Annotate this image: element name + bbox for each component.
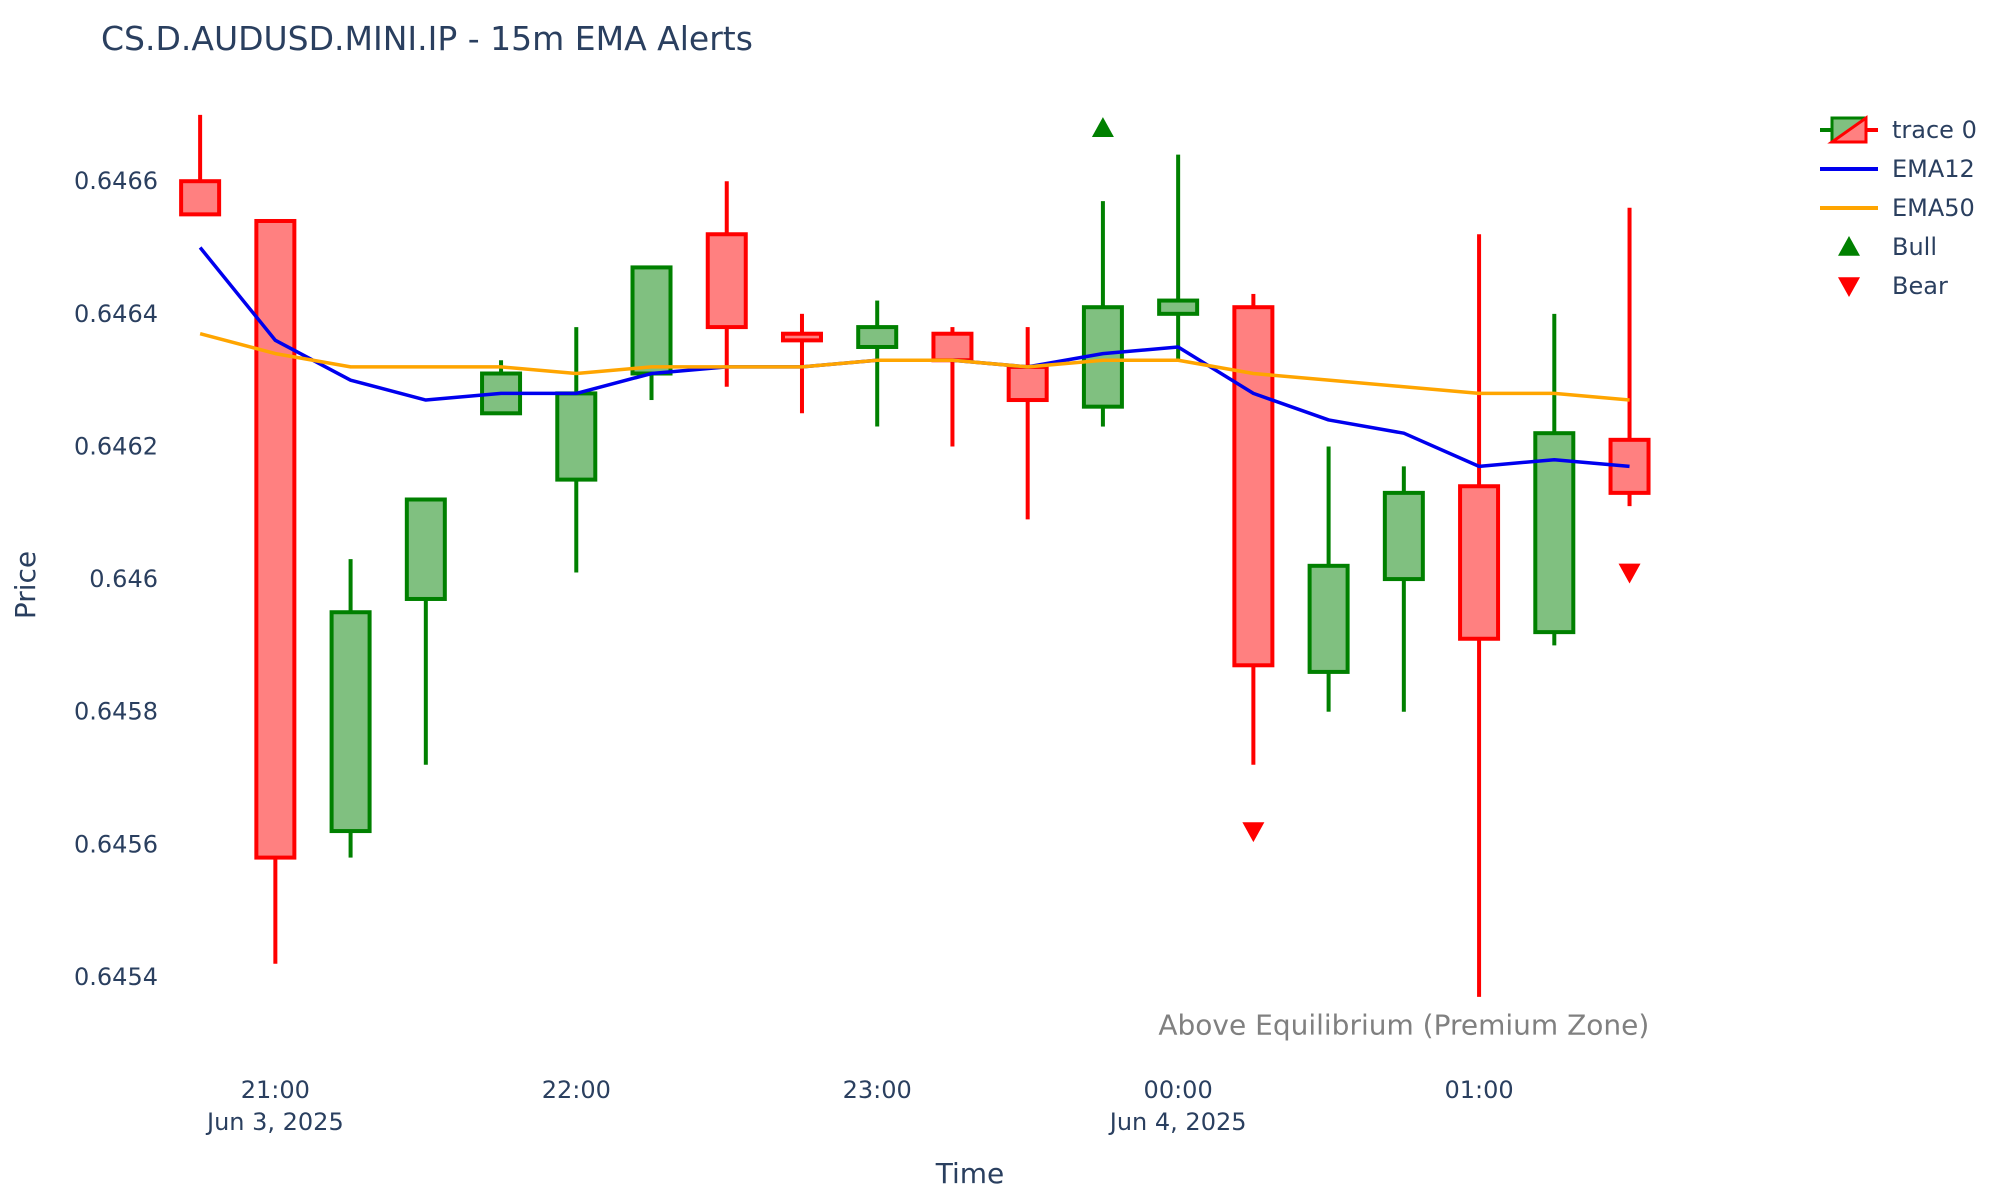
bear-candle [705, 181, 748, 387]
legend: trace 0 EMA12 EMA50 Bull Bear [1820, 115, 1977, 300]
legend-item: trace 0 [1820, 115, 1977, 144]
legend-label: Bear [1892, 272, 1948, 300]
x-tick-label: 00:00 [1144, 1076, 1213, 1104]
legend-bull-icon [1838, 236, 1860, 256]
zone-annotation: Above Equilibrium (Premium Zone) [1158, 1009, 1649, 1042]
bear-candle [1006, 327, 1049, 520]
bull-candle [555, 327, 598, 573]
candle-body [780, 331, 823, 343]
candle-body [1157, 298, 1200, 316]
x-tick-label: 22:00 [542, 1076, 611, 1104]
legend-label: Bull [1892, 233, 1937, 261]
y-tick-label: 0.646 [89, 565, 158, 593]
bear-signal-marker [1242, 822, 1265, 843]
x-axis-title: Time [935, 1157, 1005, 1190]
y-tick-label: 0.6454 [74, 963, 158, 991]
candle-body [179, 179, 222, 217]
x-tick-label: 01:00 [1444, 1076, 1513, 1104]
ema50-line [199, 332, 1630, 402]
x-tick-date-label: Jun 4, 2025 [1108, 1108, 1247, 1136]
bull-candle [856, 300, 899, 427]
legend-candle-icon-half [1827, 115, 1868, 144]
candle-body [705, 232, 748, 330]
bull-candle [1307, 446, 1350, 712]
y-tick-label: 0.6466 [74, 167, 158, 195]
bear-candle [931, 327, 974, 447]
candle-body [1006, 364, 1049, 403]
bull-candle [1533, 313, 1576, 646]
legend-item: EMA50 [1820, 194, 1975, 222]
bull-candle [1157, 154, 1200, 361]
bull-signal-marker [1091, 117, 1114, 137]
candle-body [1458, 484, 1501, 641]
bull-candle [404, 497, 447, 765]
annotations: Above Equilibrium (Premium Zone) [1158, 1009, 1649, 1042]
y-tick-label: 0.6462 [74, 432, 158, 460]
x-axis-ticks: 21:00 Jun 3, 2025 22:00 23:00 00:00 Jun 4, 20… [205, 1076, 1514, 1136]
bear-candle [1608, 207, 1651, 507]
y-tick-label: 0.6464 [74, 300, 158, 328]
candle-body [1382, 490, 1425, 582]
bear-candle [254, 218, 297, 964]
x-tick-label: 23:00 [843, 1076, 912, 1104]
candle-body [254, 218, 297, 860]
candle-body [1307, 563, 1350, 674]
bull-candle [630, 265, 673, 401]
candle-body [1232, 305, 1275, 668]
legend-bear-icon [1838, 277, 1860, 297]
legend-item: EMA12 [1820, 155, 1975, 183]
candle-body [329, 610, 372, 834]
candle-body [1533, 431, 1576, 635]
candles [179, 114, 1651, 997]
candle-body [404, 497, 447, 601]
signal-markers [1091, 117, 1641, 843]
bear-candle [780, 313, 823, 414]
candle-body [1081, 305, 1124, 409]
legend-label: trace 0 [1892, 116, 1977, 144]
ema12-line [198, 246, 1630, 469]
y-tick-label: 0.6456 [74, 830, 158, 858]
legend-item: Bear [1838, 272, 1948, 300]
bull-candle [329, 559, 372, 858]
bear-candle [179, 114, 222, 217]
chart-title: CS.D.AUDUSD.MINI.IP - 15m EMA Alerts [101, 19, 753, 58]
bull-candle [1081, 201, 1124, 427]
legend-label: EMA50 [1892, 194, 1975, 222]
legend-item: Bull [1838, 233, 1937, 261]
bull-candle [1382, 466, 1425, 712]
y-axis-ticks: 0.6454 0.6456 0.6458 0.646 0.6462 0.6464 0.646… [74, 167, 158, 991]
y-tick-label: 0.6458 [74, 698, 158, 726]
candle-body [555, 391, 598, 482]
bear-candle [1232, 293, 1275, 765]
candle-body [856, 325, 899, 349]
legend-label: EMA12 [1892, 155, 1975, 183]
x-tick-date-label: Jun 3, 2025 [205, 1108, 344, 1136]
candle-body [931, 331, 974, 363]
bear-candle [1458, 234, 1501, 997]
y-axis-title: Price [9, 551, 42, 619]
x-tick-label: 21:00 [241, 1076, 310, 1104]
candle-body [630, 265, 673, 376]
bear-signal-marker [1618, 563, 1641, 584]
ema-lines [198, 246, 1630, 469]
